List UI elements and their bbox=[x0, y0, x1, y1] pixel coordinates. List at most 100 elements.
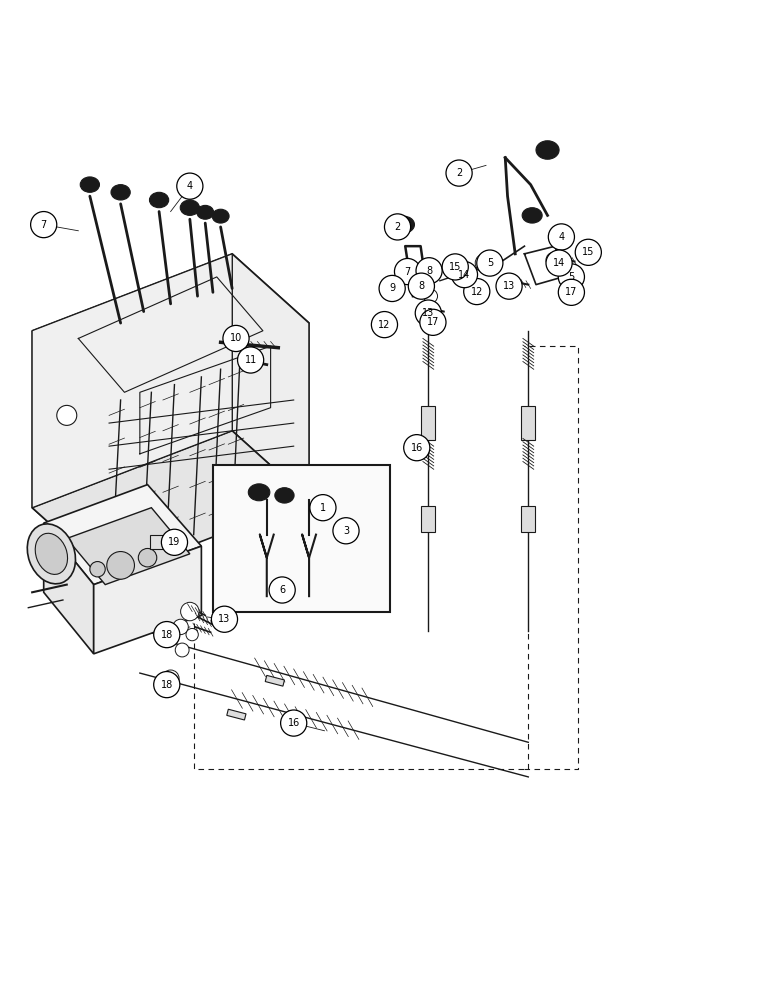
Text: 18: 18 bbox=[161, 630, 173, 640]
Text: 8: 8 bbox=[418, 281, 425, 291]
Circle shape bbox=[546, 252, 561, 268]
Circle shape bbox=[212, 606, 238, 632]
Circle shape bbox=[424, 289, 438, 303]
Ellipse shape bbox=[393, 216, 415, 233]
FancyBboxPatch shape bbox=[521, 506, 535, 532]
Ellipse shape bbox=[536, 141, 559, 159]
FancyBboxPatch shape bbox=[422, 506, 435, 532]
Text: 5: 5 bbox=[568, 272, 574, 282]
Circle shape bbox=[379, 275, 405, 302]
Text: 13: 13 bbox=[422, 308, 435, 318]
Circle shape bbox=[464, 277, 475, 288]
FancyBboxPatch shape bbox=[213, 465, 390, 612]
Text: 2: 2 bbox=[456, 168, 462, 178]
Ellipse shape bbox=[180, 200, 199, 215]
Circle shape bbox=[161, 529, 188, 555]
Ellipse shape bbox=[111, 185, 130, 200]
Text: 16: 16 bbox=[411, 443, 423, 453]
Circle shape bbox=[333, 518, 359, 544]
Polygon shape bbox=[227, 709, 246, 720]
Circle shape bbox=[186, 628, 198, 641]
Circle shape bbox=[548, 224, 574, 250]
Circle shape bbox=[455, 268, 468, 281]
Circle shape bbox=[496, 273, 522, 299]
FancyBboxPatch shape bbox=[521, 406, 535, 440]
Text: 13: 13 bbox=[503, 281, 515, 291]
Text: 7: 7 bbox=[41, 220, 47, 230]
Circle shape bbox=[181, 602, 199, 621]
FancyBboxPatch shape bbox=[422, 406, 435, 440]
Polygon shape bbox=[93, 546, 201, 654]
Circle shape bbox=[175, 643, 189, 657]
Polygon shape bbox=[44, 523, 93, 654]
FancyBboxPatch shape bbox=[150, 535, 184, 549]
Text: 4: 4 bbox=[558, 232, 564, 242]
Circle shape bbox=[442, 254, 469, 280]
Circle shape bbox=[446, 160, 472, 186]
Ellipse shape bbox=[249, 484, 270, 501]
Circle shape bbox=[57, 405, 76, 425]
Circle shape bbox=[404, 435, 430, 461]
Text: 14: 14 bbox=[553, 258, 565, 268]
Text: 6: 6 bbox=[279, 585, 285, 595]
Text: 7: 7 bbox=[405, 267, 411, 277]
Ellipse shape bbox=[275, 488, 294, 503]
Text: 5: 5 bbox=[486, 258, 493, 268]
Text: 18: 18 bbox=[161, 680, 173, 690]
Circle shape bbox=[464, 278, 490, 305]
Text: 8: 8 bbox=[426, 266, 432, 276]
Text: 10: 10 bbox=[230, 333, 242, 343]
Text: 16: 16 bbox=[287, 718, 300, 728]
Circle shape bbox=[107, 552, 134, 579]
Circle shape bbox=[384, 214, 411, 240]
Circle shape bbox=[477, 250, 503, 276]
Circle shape bbox=[223, 325, 249, 352]
Circle shape bbox=[416, 258, 442, 284]
Text: 12: 12 bbox=[378, 320, 391, 330]
Polygon shape bbox=[32, 254, 232, 508]
Ellipse shape bbox=[197, 205, 214, 219]
Circle shape bbox=[31, 212, 57, 238]
Circle shape bbox=[420, 309, 446, 335]
Polygon shape bbox=[232, 254, 309, 500]
Circle shape bbox=[310, 495, 336, 521]
Polygon shape bbox=[66, 508, 190, 585]
Circle shape bbox=[154, 622, 180, 648]
Polygon shape bbox=[32, 431, 309, 577]
Circle shape bbox=[470, 282, 484, 295]
Circle shape bbox=[154, 672, 180, 698]
Circle shape bbox=[394, 258, 421, 285]
Ellipse shape bbox=[80, 177, 100, 192]
Text: 12: 12 bbox=[471, 287, 483, 297]
Text: 3: 3 bbox=[343, 526, 349, 536]
Ellipse shape bbox=[36, 533, 68, 574]
Text: 15: 15 bbox=[449, 262, 462, 272]
Ellipse shape bbox=[27, 524, 76, 584]
Circle shape bbox=[371, 312, 398, 338]
Polygon shape bbox=[266, 675, 284, 686]
Circle shape bbox=[138, 548, 157, 567]
Text: 19: 19 bbox=[168, 537, 181, 547]
Circle shape bbox=[408, 273, 435, 299]
Polygon shape bbox=[32, 254, 309, 400]
Text: 15: 15 bbox=[582, 247, 594, 257]
Circle shape bbox=[90, 562, 105, 577]
Text: 4: 4 bbox=[187, 181, 193, 191]
Circle shape bbox=[173, 619, 188, 635]
Ellipse shape bbox=[150, 192, 169, 208]
Circle shape bbox=[558, 259, 571, 272]
Text: 11: 11 bbox=[245, 355, 257, 365]
Text: 17: 17 bbox=[427, 317, 439, 327]
Polygon shape bbox=[44, 485, 201, 585]
Text: 2: 2 bbox=[394, 222, 401, 232]
Circle shape bbox=[415, 300, 442, 326]
Text: 1: 1 bbox=[320, 503, 326, 513]
Circle shape bbox=[162, 670, 179, 687]
Text: 14: 14 bbox=[459, 270, 471, 280]
Circle shape bbox=[269, 577, 295, 603]
Circle shape bbox=[476, 254, 493, 272]
Circle shape bbox=[546, 250, 572, 276]
Text: 13: 13 bbox=[218, 614, 231, 624]
Circle shape bbox=[177, 173, 203, 199]
Ellipse shape bbox=[522, 208, 542, 223]
